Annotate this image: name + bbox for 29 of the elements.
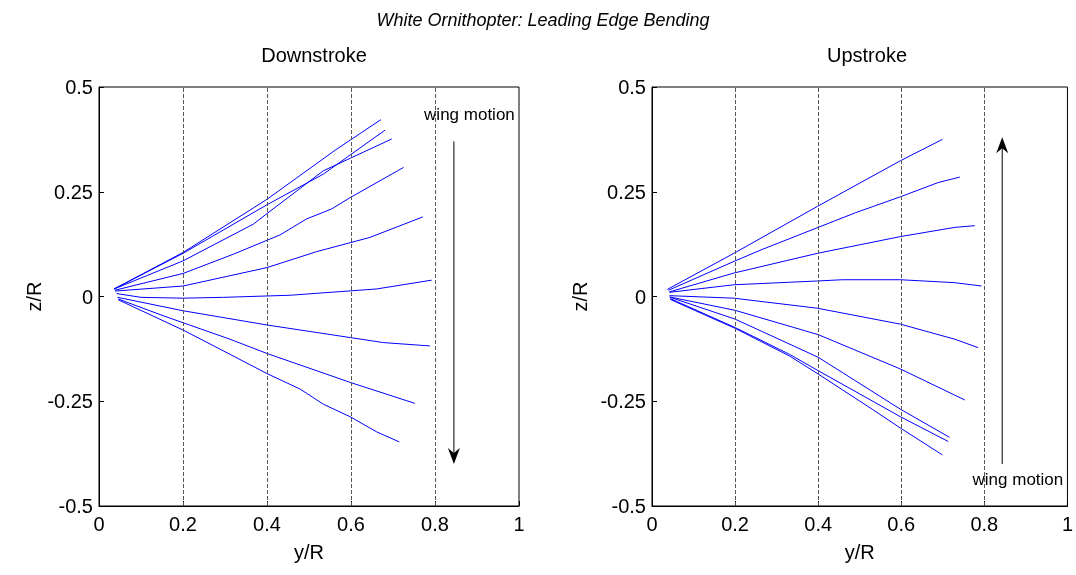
chart-title: White Ornithopter: Leading Edge Bending <box>376 10 710 30</box>
y-tick-label: -0.25 <box>600 390 646 413</box>
y-tick-label: 0 <box>81 285 93 308</box>
y-axis-title: z/R <box>22 281 45 312</box>
y-tick-label: 0.5 <box>618 76 646 98</box>
x-tick-label: 0.8 <box>421 513 449 535</box>
y-tick-label: -0.5 <box>611 495 646 517</box>
x-tick-label: 0.6 <box>337 513 365 535</box>
x-tick-label: 0.4 <box>804 513 833 535</box>
x-tick-label: 0.2 <box>169 513 197 535</box>
chart-subtitle: Downstroke <box>261 44 367 66</box>
y-tick-label: -0.5 <box>58 495 93 517</box>
x-tick-label: 0.8 <box>970 513 999 535</box>
y-tick-label: -0.25 <box>47 390 93 413</box>
x-tick-label: 1 <box>513 513 525 535</box>
chart-subtitle: Upstroke <box>826 44 908 66</box>
annotation: wing motion <box>971 469 1064 489</box>
annotation: wing motion <box>423 104 515 124</box>
y-tick-label: 0 <box>634 285 646 308</box>
x-tick-label: 1 <box>1061 513 1073 535</box>
x-axis-title: y/R <box>844 541 875 563</box>
y-tick-label: 0.25 <box>54 180 93 203</box>
x-tick-label: 0.4 <box>253 513 281 535</box>
x-axis-title: y/R <box>294 541 324 563</box>
y-tick-label: 0.25 <box>607 180 646 203</box>
x-tick-label: 0.2 <box>721 513 749 535</box>
y-tick-label: 0.5 <box>65 76 93 98</box>
x-tick-label: 0.6 <box>887 513 916 535</box>
y-axis-title: z/R <box>568 281 591 312</box>
